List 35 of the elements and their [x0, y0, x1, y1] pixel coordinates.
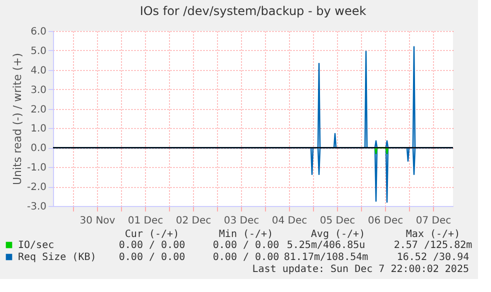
text: 16.52 /30.94	[396, 252, 470, 263]
y-tick-label: 4.0	[30, 65, 46, 76]
chart-title: IOs for /dev/system/backup - by week	[140, 4, 366, 18]
x-tick-label: 06 Dec	[368, 216, 404, 226]
y-tick-label: -3.0	[26, 202, 46, 212]
y-tick-label: 1.0	[30, 124, 46, 135]
text: 5.25m/406.85u	[286, 240, 366, 251]
text: 0.00 / 0.00	[212, 252, 280, 263]
x-tick-label: 07 Dec	[416, 216, 452, 226]
text: Avg (-/+)	[310, 229, 366, 240]
text: Max (-/+)	[406, 229, 460, 240]
y-tick-label: 5.0	[30, 46, 46, 57]
text: 0.00 / 0.00	[212, 240, 280, 251]
x-tick-label: 04 Dec	[272, 216, 308, 226]
text: Last update: Sun Dec 7 22:00:02 2025	[252, 264, 469, 275]
x-tick-label: 30 Nov	[80, 216, 116, 226]
x-tick-label: 03 Dec	[224, 216, 260, 226]
x-tick-label: 02 Dec	[176, 216, 212, 226]
text: 2.57 /125.82m	[394, 240, 472, 251]
text: Cur (-/+)	[124, 229, 180, 240]
y-axis-title: Units read (-) / write (+)	[10, 52, 24, 186]
y-tick-label: -2.0	[26, 182, 46, 194]
legend-label: Req Size (KB)	[18, 252, 96, 263]
text: Min (-/+)	[218, 229, 274, 240]
y-tick-label: -1.0	[26, 162, 46, 174]
legend-label: IO/sec	[18, 240, 54, 251]
y-tick-label: 6.0	[30, 26, 46, 38]
text: 81.17m/108.54m	[284, 252, 368, 263]
x-tick-label: 01 Dec	[128, 216, 164, 226]
y-tick-label: 3.0	[30, 84, 46, 96]
text: 0.00 / 0.00	[118, 252, 186, 263]
text: 0.00 / 0.00	[118, 240, 186, 251]
x-tick-label: 05 Dec	[320, 216, 356, 226]
y-tick-label: 2.0	[30, 104, 46, 116]
y-tick-label: 0.0	[30, 143, 46, 154]
